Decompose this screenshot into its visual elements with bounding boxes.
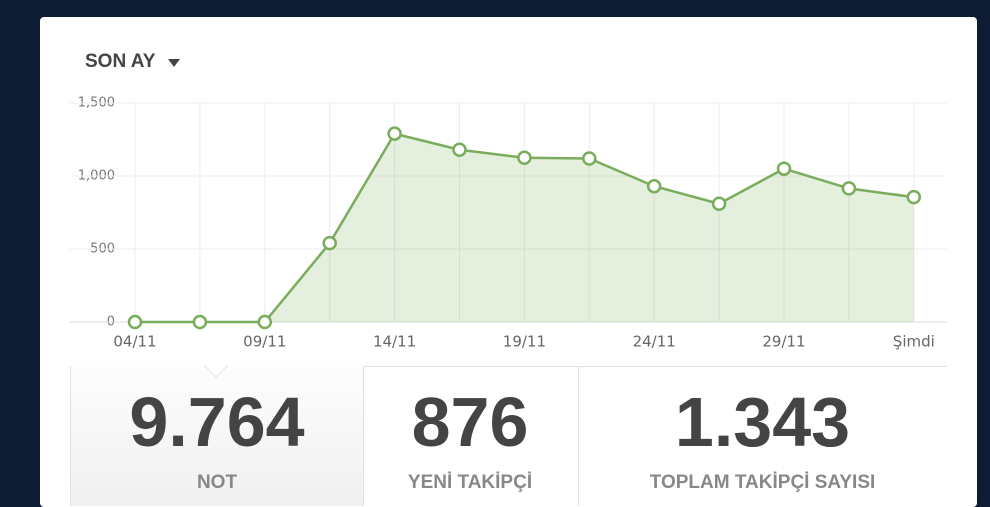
divider <box>70 366 947 367</box>
point <box>582 151 597 166</box>
point <box>906 189 922 205</box>
point <box>387 126 402 141</box>
stat-label: YENİ TAKİPÇİ <box>407 472 533 493</box>
point <box>257 314 273 330</box>
point <box>841 181 857 196</box>
dropdown-arrow[interactable] <box>168 57 181 67</box>
point <box>776 161 792 176</box>
stat-value: 1.343 <box>674 383 851 461</box>
point <box>517 150 532 165</box>
page: {"header": {"period": "SON AY"}, "chart_… <box>40 17 977 507</box>
point <box>192 314 208 330</box>
x-tick-label: 14/11 <box>373 333 416 351</box>
stat-box[interactable]: 876 YENİ TAKİPÇİ <box>362 366 579 506</box>
point <box>322 235 337 251</box>
card: SON AY 0 500 1,000 1,500 04/11 09/11 14/11 19/1… <box>40 17 977 507</box>
x-tick-label: 19/11 <box>503 333 546 351</box>
point <box>646 178 662 194</box>
stat-value: 876 <box>411 383 529 461</box>
x-tick-label: 29/11 <box>762 333 805 351</box>
stat-label: TOPLAM TAKİPÇİ SAYISI <box>649 472 876 493</box>
period-label[interactable]: SON AY <box>85 51 156 72</box>
x-tick-label: 09/11 <box>243 333 286 351</box>
point <box>711 196 727 211</box>
x-tick-label: 04/11 <box>113 333 156 351</box>
stat-label: NOT <box>196 472 238 493</box>
stat-box[interactable]: 1.343 TOPLAM TAKİPÇİ SAYISI <box>578 366 947 506</box>
x-tick-label: Şimdi <box>893 333 935 351</box>
stat-value: 9.764 <box>129 383 305 461</box>
period-selector[interactable]: SON AY <box>85 51 181 73</box>
point <box>452 142 467 157</box>
point <box>127 314 143 330</box>
area <box>135 133 914 322</box>
notch <box>204 365 228 378</box>
stat-box[interactable]: 9.764 NOT <box>70 365 364 506</box>
x-tick-label: 24/11 <box>633 333 676 351</box>
